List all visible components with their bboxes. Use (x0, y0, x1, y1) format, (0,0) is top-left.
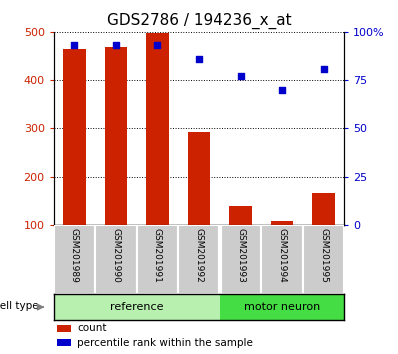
FancyBboxPatch shape (178, 225, 220, 294)
FancyBboxPatch shape (261, 225, 303, 294)
Bar (312, 193, 335, 225)
Point (113, 42, 119, 48)
Bar (146, 33, 169, 225)
Text: GSM201989: GSM201989 (70, 228, 79, 283)
Text: GSM201990: GSM201990 (111, 228, 121, 283)
FancyBboxPatch shape (95, 225, 137, 294)
Bar (220, 294, 344, 320)
Bar (187, 132, 211, 225)
Point (196, 56, 202, 62)
Text: GSM201991: GSM201991 (153, 228, 162, 283)
Point (154, 42, 161, 48)
FancyBboxPatch shape (220, 225, 261, 294)
Text: reference: reference (110, 302, 164, 312)
Point (320, 66, 327, 72)
Bar (57, 325, 71, 332)
Text: GSM201992: GSM201992 (195, 228, 203, 283)
Point (71, 42, 78, 48)
Text: count: count (77, 324, 107, 333)
Text: GSM201995: GSM201995 (319, 228, 328, 283)
Point (279, 87, 285, 93)
Bar (57, 339, 71, 346)
Bar (105, 47, 127, 225)
FancyBboxPatch shape (54, 225, 95, 294)
FancyBboxPatch shape (137, 225, 178, 294)
Text: motor neuron: motor neuron (244, 302, 320, 312)
Bar (229, 206, 252, 225)
FancyBboxPatch shape (303, 225, 344, 294)
Bar (54, 294, 220, 320)
Bar (63, 49, 86, 225)
Text: percentile rank within the sample: percentile rank within the sample (77, 338, 253, 348)
Title: GDS2786 / 194236_x_at: GDS2786 / 194236_x_at (107, 13, 291, 29)
Text: cell type: cell type (0, 301, 39, 311)
Text: GSM201993: GSM201993 (236, 228, 245, 283)
Point (237, 73, 244, 79)
Bar (271, 221, 293, 225)
Text: GSM201994: GSM201994 (277, 228, 287, 283)
